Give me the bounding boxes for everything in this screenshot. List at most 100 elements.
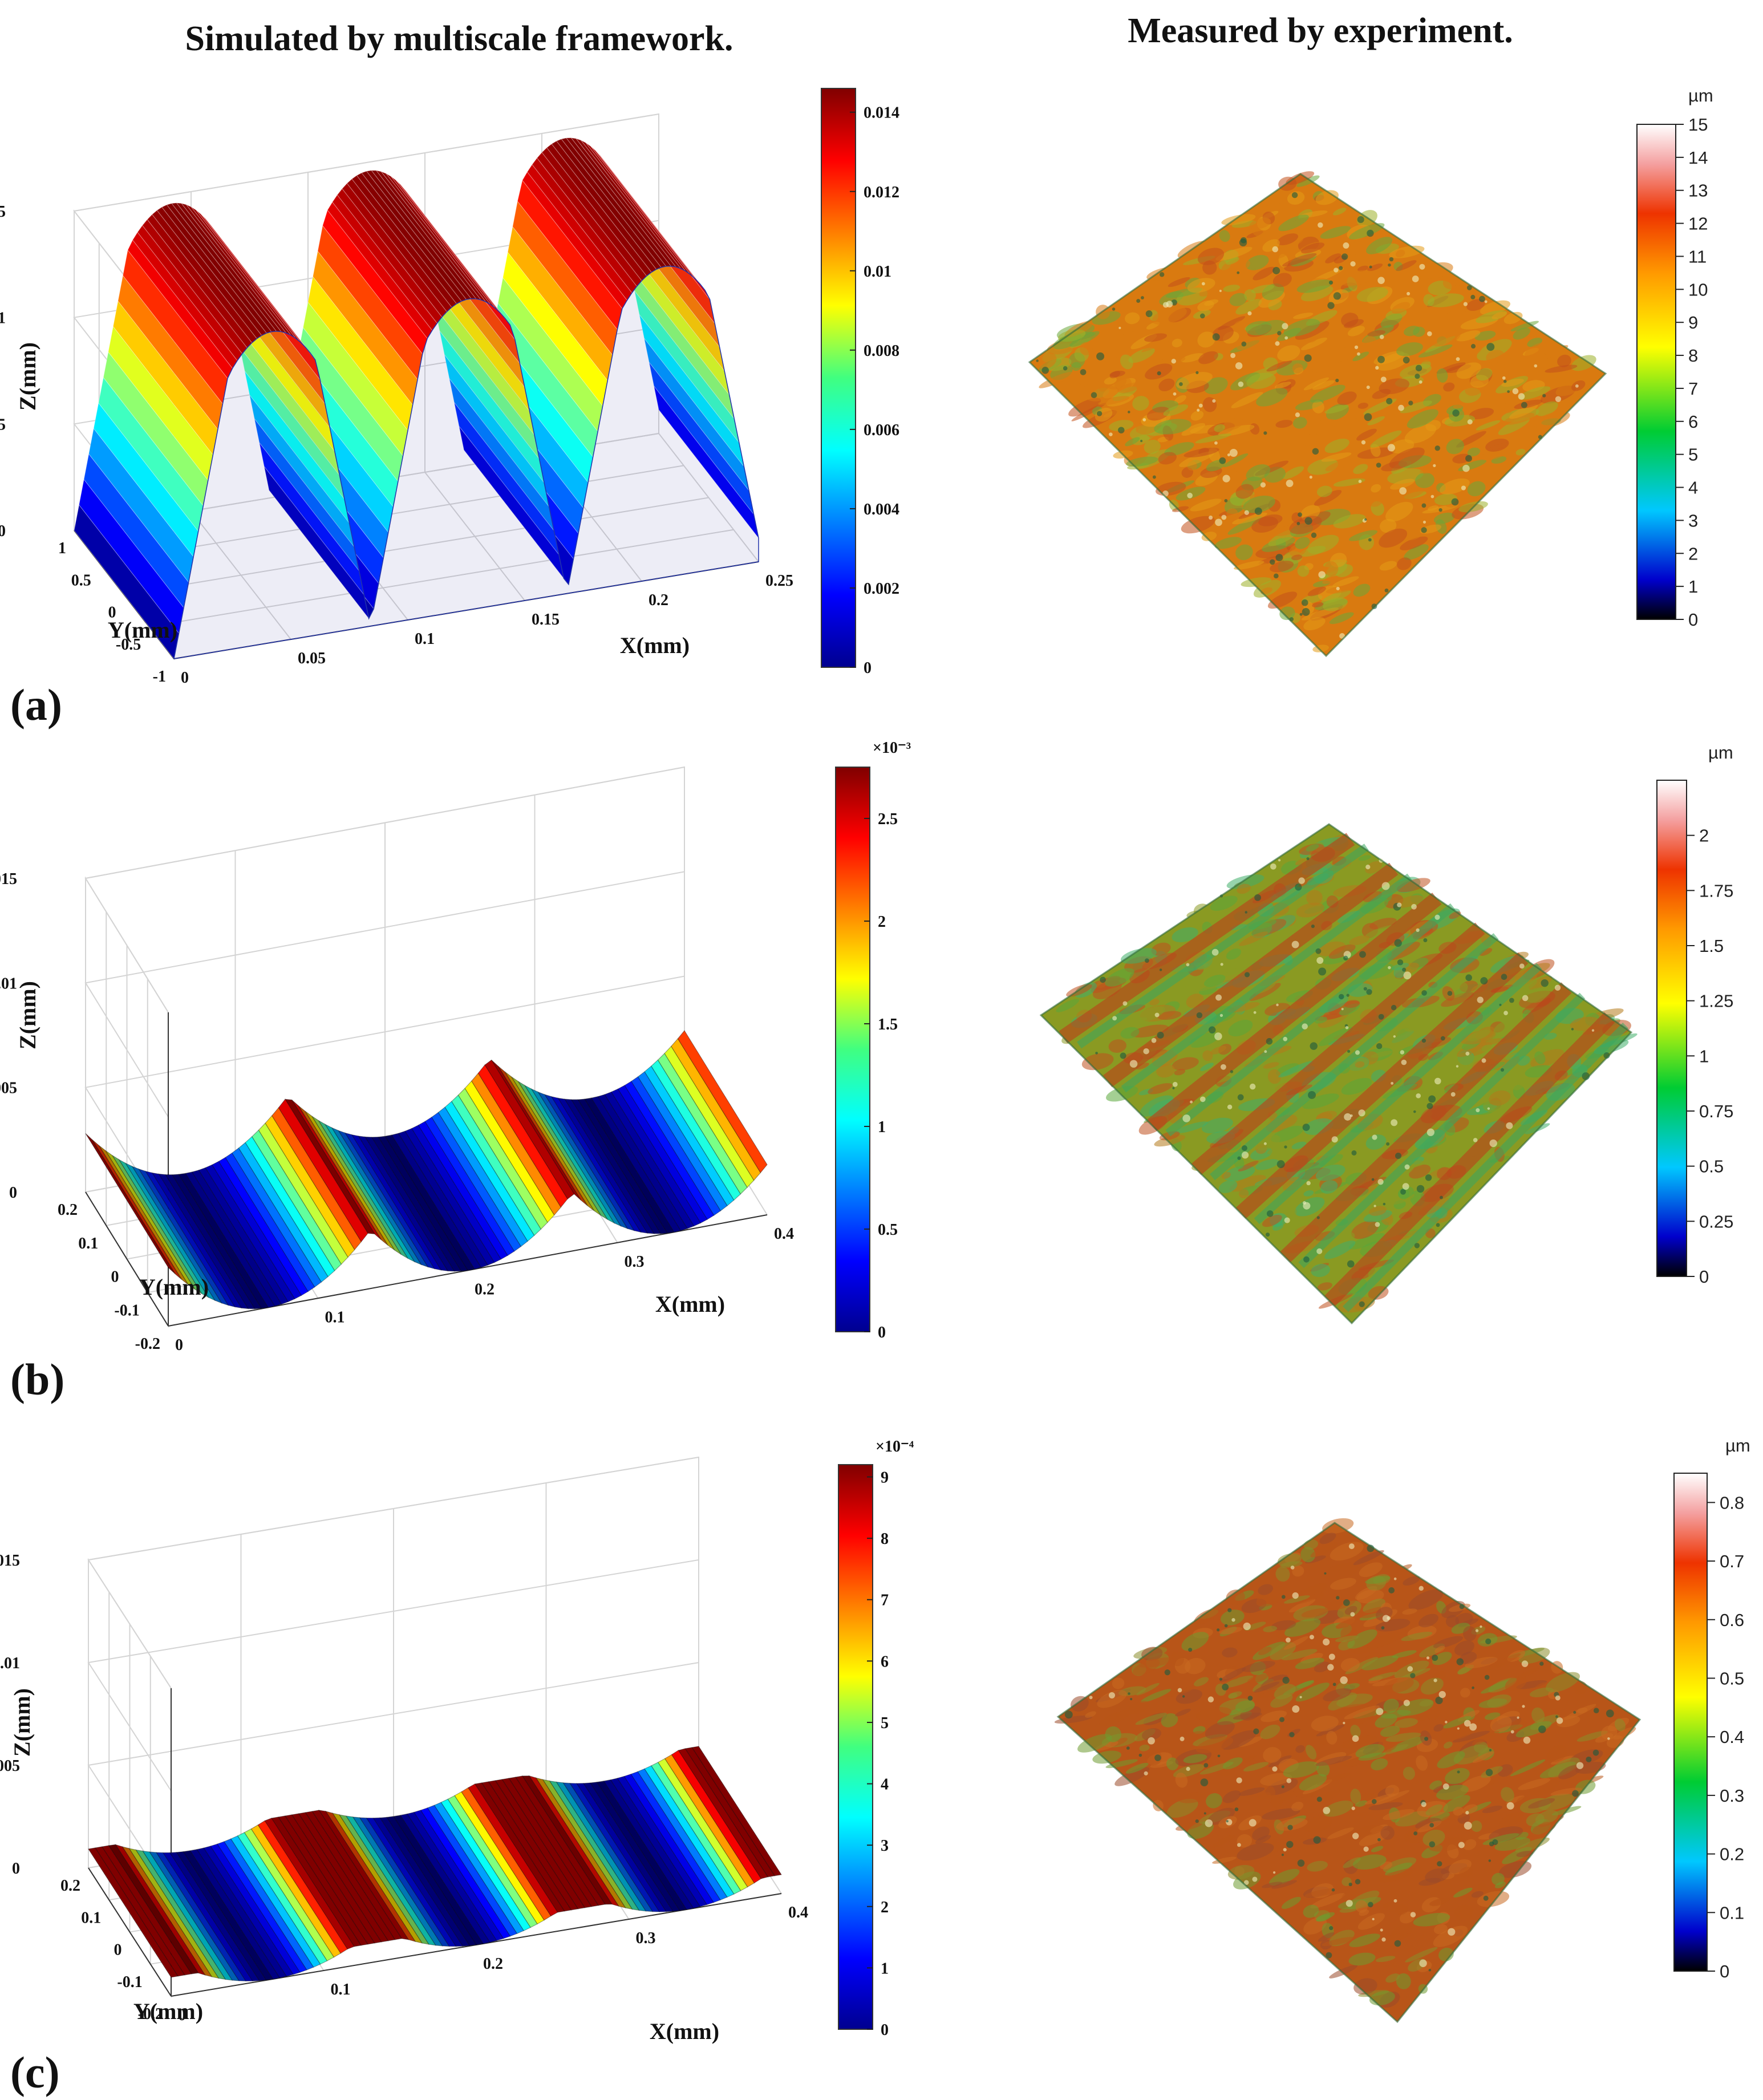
surface-speckle (1592, 1749, 1599, 1756)
surface-texture (1297, 565, 1310, 577)
surface-texture (1232, 512, 1267, 525)
surface-texture (1448, 1603, 1471, 1612)
surface-speckle (1414, 1243, 1420, 1248)
surface-texture (1255, 1835, 1271, 1844)
surface-speckle (1477, 996, 1484, 1003)
surface-speckle (1522, 1705, 1525, 1708)
x-tick-label: 0.1 (331, 1981, 351, 1998)
surface-texture (1136, 1683, 1160, 1696)
surface-speckle (1336, 586, 1340, 590)
surface-texture (1476, 368, 1493, 381)
surface-speckle (1387, 1616, 1391, 1620)
surface-texture (1557, 354, 1571, 367)
surface-strip (359, 1817, 450, 1947)
surface-texture (1315, 1164, 1345, 1181)
colorbar-scale: ×10⁻⁴ (876, 1438, 914, 1456)
surface-speckle (1244, 972, 1250, 978)
surface-speckle (1215, 518, 1222, 526)
surface-speckle (1140, 440, 1143, 443)
surface-speckle (1518, 393, 1525, 400)
surface-texture (1195, 1736, 1234, 1753)
surface-texture (1235, 484, 1254, 499)
surface-texture (1357, 403, 1368, 409)
surface-texture (1416, 1755, 1428, 1771)
surface-speckle (1236, 1777, 1242, 1783)
surface-speckle (1480, 977, 1488, 985)
surface-texture (1501, 1787, 1514, 1802)
surface-texture (1271, 1620, 1296, 1631)
surface-texture (1321, 452, 1352, 462)
surface-speckle (1410, 1673, 1416, 1679)
surface-speckle (1203, 1812, 1206, 1815)
colorbar-tick-label: 2 (1699, 826, 1709, 846)
surface-texture (1545, 364, 1578, 373)
surface-texture (1268, 253, 1287, 260)
colorbar-gradient (821, 88, 856, 668)
surface-speckle (1591, 1029, 1595, 1032)
surface-texture (1206, 1793, 1222, 1809)
surface-texture (1120, 1027, 1140, 1039)
surface-speckle (1283, 1036, 1288, 1041)
surface-speckle (1502, 376, 1506, 380)
surface-speckle (1499, 1003, 1502, 1006)
surface-texture (1494, 1837, 1531, 1851)
surface-speckle (1263, 431, 1267, 435)
surface-texture (1212, 1834, 1236, 1848)
surface-strip (162, 1852, 253, 1982)
x-tick-label: 0.2 (649, 591, 668, 609)
surface-texture (1109, 371, 1121, 379)
surface-speckle (1503, 379, 1507, 383)
surface-strip (298, 1812, 389, 1943)
surface-texture (1296, 1680, 1315, 1689)
surface-texture (1226, 1590, 1245, 1606)
surface-speckle (1397, 902, 1402, 907)
surface-speckle (1177, 1688, 1182, 1693)
surface-speckle (1234, 1807, 1239, 1811)
surface-texture (1420, 467, 1438, 474)
surface-texture (1425, 1804, 1443, 1816)
surface-speckle (1418, 380, 1422, 384)
surface-texture (1341, 1078, 1372, 1095)
surface-speckle (1237, 1843, 1241, 1847)
surface-texture (1492, 311, 1507, 319)
surface-texture (1219, 230, 1230, 242)
surface-texture (1174, 1069, 1186, 1076)
surface-speckle (1327, 1664, 1334, 1671)
surface-speckle (1284, 336, 1288, 340)
surface-speckle (1457, 1770, 1460, 1774)
y-tick-label: -0.5 (116, 636, 141, 654)
surface-speckle (1332, 1683, 1336, 1687)
surface-texture (1518, 1667, 1539, 1678)
surface-speckle (1438, 508, 1442, 512)
surface-speckle (1316, 957, 1324, 964)
surface-speckle (1219, 1677, 1223, 1681)
surface-texture (1409, 1164, 1431, 1179)
surface-speckle (1195, 371, 1199, 374)
surface-speckle (1212, 333, 1220, 341)
surface-speckle (1340, 1676, 1348, 1684)
surface-texture (1237, 883, 1251, 894)
surface-speckle (1122, 1001, 1128, 1006)
surface-texture (1516, 1851, 1533, 1858)
surface-texture (1352, 351, 1369, 362)
colorbar-tick-label: 0.7 (1720, 1551, 1744, 1571)
surface-texture (1250, 1084, 1288, 1096)
surface-texture (1444, 308, 1466, 320)
surface-texture (1385, 1862, 1412, 1876)
surface-texture (1528, 976, 1553, 990)
surface-texture (1324, 1240, 1356, 1259)
surface-texture (1114, 1767, 1150, 1786)
surface-texture (1459, 1866, 1473, 1878)
surface-speckle (1473, 1138, 1478, 1142)
surface-speckle (1264, 1050, 1267, 1053)
surface-texture (1247, 1674, 1268, 1684)
surface-texture (1178, 1792, 1207, 1803)
colorbar-tick-label: 0.014 (864, 104, 899, 122)
surface-texture (1418, 344, 1453, 358)
surface-texture (1395, 1904, 1408, 1915)
y-tick-label: 0 (114, 1941, 122, 1959)
surface-texture (1219, 1667, 1246, 1683)
surface-strip (562, 1782, 654, 1912)
surface-texture (1472, 1038, 1507, 1046)
header-simulated: Simulated by multiscale framework. (185, 19, 733, 58)
